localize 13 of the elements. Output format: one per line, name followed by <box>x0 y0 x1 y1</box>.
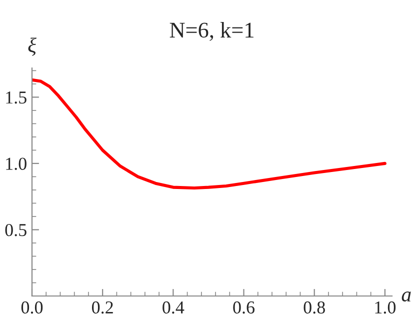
x-axis-title: a <box>402 292 411 302</box>
x-tick-label: 0.0 <box>21 301 43 314</box>
x-tick-label: 1.0 <box>375 301 396 314</box>
x-tick-label: 0.2 <box>92 301 113 314</box>
x-tick-label: 0.8 <box>304 301 325 314</box>
chart-title: N=6, k=1 <box>170 22 254 41</box>
x-tick-label: 0.4 <box>162 301 184 314</box>
y-axis-title: ξ <box>28 38 36 56</box>
y-tick-label: 1.5 <box>6 92 26 104</box>
y-tick-label: 0.5 <box>5 224 26 236</box>
y-tick-label: 1.0 <box>6 158 26 170</box>
line-series <box>32 78 386 190</box>
x-tick-label: 0.6 <box>233 301 255 314</box>
